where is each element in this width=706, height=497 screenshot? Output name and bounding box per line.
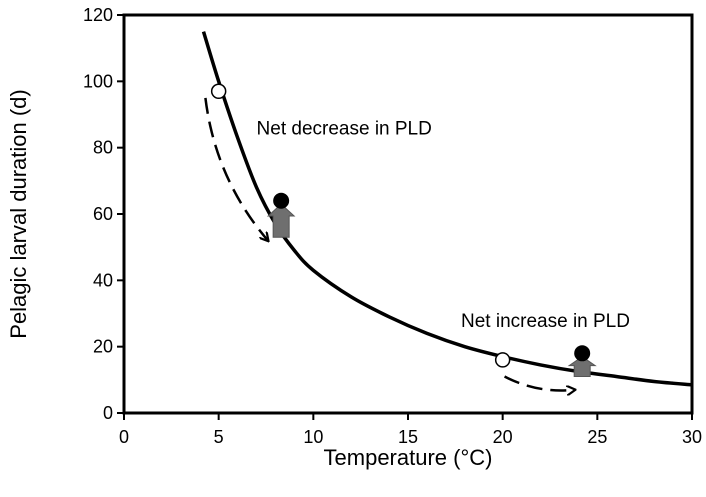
shift-arrow — [204, 97, 267, 241]
x-tick-label: 20 — [493, 427, 513, 447]
chart-marks: Net decrease in PLD Net increase in PLD — [201, 31, 693, 391]
closed-point — [574, 345, 591, 362]
axis-ticks: 0 5 10 15 20 25 30 0 20 40 60 80 100 120 — [83, 5, 702, 447]
x-tick-label: 0 — [119, 427, 129, 447]
x-tick-label: 10 — [303, 427, 323, 447]
up-arrow — [266, 203, 296, 238]
x-axis-title: Temperature (°C) — [324, 445, 493, 470]
open-point — [494, 352, 511, 368]
plot-frame — [122, 13, 694, 415]
closed-point — [273, 192, 290, 209]
x-tick-label: 5 — [214, 427, 224, 447]
y-tick-label: 0 — [103, 403, 113, 423]
annotation-label: Net increase in PLD — [461, 311, 630, 332]
y-tick-label: 20 — [93, 337, 113, 357]
y-tick-label: 120 — [83, 5, 113, 25]
y-tick-label: 80 — [93, 138, 113, 158]
annotation-label: Net decrease in PLD — [257, 118, 432, 139]
x-tick-label: 30 — [682, 427, 702, 447]
shift-arrow — [503, 375, 575, 391]
open-point — [210, 83, 227, 100]
up-arrow — [567, 356, 597, 378]
y-tick-label: 100 — [83, 71, 113, 91]
y-axis-title: Pelagic larval duration (d) — [6, 89, 31, 338]
x-tick-label: 25 — [587, 427, 607, 447]
x-tick-label: 15 — [398, 427, 418, 447]
y-tick-label: 60 — [93, 204, 113, 224]
y-tick-label: 40 — [93, 270, 113, 290]
